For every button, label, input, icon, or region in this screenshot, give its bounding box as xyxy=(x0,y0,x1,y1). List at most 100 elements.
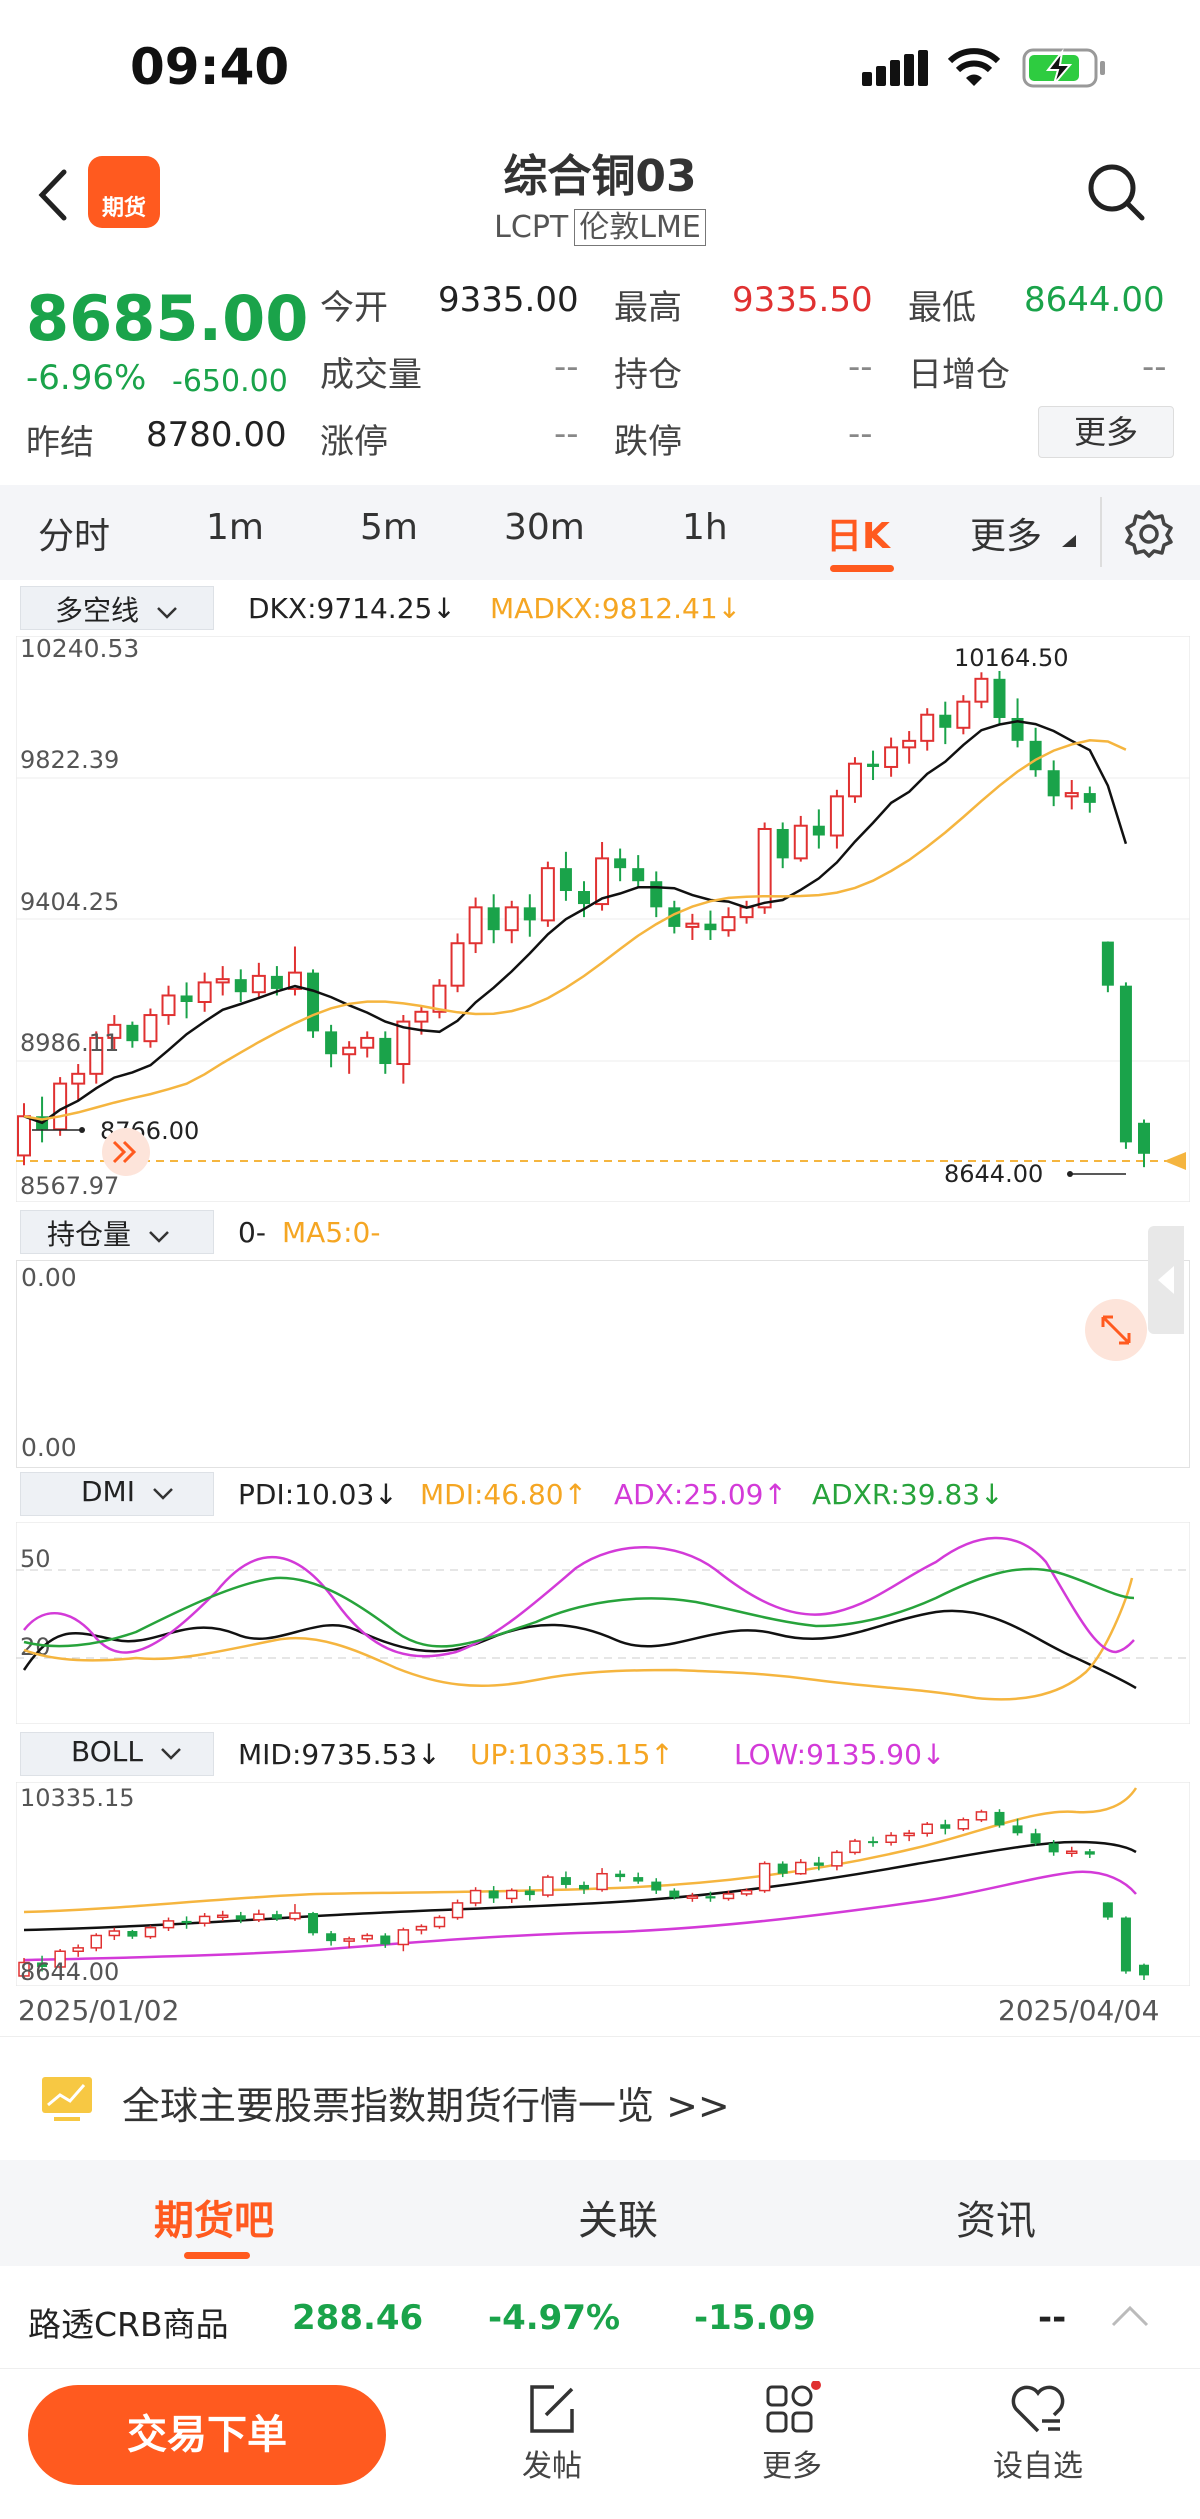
y-label-0: 10240.53 xyxy=(20,636,139,663)
candle-body xyxy=(595,857,610,906)
last-price: 8685.00 xyxy=(26,282,309,355)
back-icon[interactable] xyxy=(36,168,70,222)
watchlist-label: 设自选 xyxy=(993,2449,1083,2484)
boll-candle-body xyxy=(596,1872,608,1891)
section-tab-forum[interactable]: 期货吧 xyxy=(154,2198,274,2244)
main-indicator-header: 多空线 DKX:9714.25↓ MADKX:9812.41↓ xyxy=(20,586,1190,632)
global-futures-banner[interactable]: 全球主要股票指数期货行情一览 >> xyxy=(0,2036,1200,2160)
candle-body xyxy=(847,762,862,798)
candle-body xyxy=(307,972,320,1032)
prev-close-value: 8780.00 xyxy=(146,415,287,455)
post-button[interactable]: 发帖 xyxy=(510,2381,594,2501)
add-watchlist-button[interactable]: 设自选 xyxy=(978,2381,1098,2501)
open-interest-label: 持仓 xyxy=(614,355,682,395)
dmi-adxr-line xyxy=(23,1567,1135,1648)
boll-candle-body xyxy=(18,1961,30,1977)
boll-candle-body xyxy=(975,1811,988,1821)
boll-candle-body xyxy=(831,1851,843,1867)
dkx-value: DKX:9714.25↓ xyxy=(248,592,456,625)
boll-candle-body xyxy=(633,1877,644,1882)
candle-body xyxy=(884,746,899,768)
candles-group xyxy=(17,670,1150,1168)
boll-indicator-select[interactable]: BOLL xyxy=(20,1732,214,1776)
y-label-4: 8567.97 xyxy=(20,1172,119,1200)
oi-indicator-name: 持仓量 xyxy=(47,1218,132,1251)
oi-chart: 0.00 0.00 xyxy=(16,1260,1190,1468)
candle-body xyxy=(632,868,645,882)
boll-candle-body xyxy=(722,1893,735,1900)
chart-board-icon xyxy=(42,2077,92,2121)
boll-candle-body xyxy=(777,1863,788,1874)
boll-candle-body xyxy=(524,1890,535,1896)
tab-5m[interactable]: 5m xyxy=(360,507,418,548)
oi-indicator-header: 持仓量 0- MA5:0- xyxy=(20,1210,1190,1256)
candlestick-chart[interactable]: 10240.53 9822.39 9404.25 8986.11 8567.97… xyxy=(16,636,1190,1202)
tab-1m[interactable]: 1m xyxy=(206,507,264,548)
candle-body xyxy=(578,891,590,905)
current-price-marker-icon xyxy=(1164,1152,1186,1170)
trade-order-button[interactable]: 交易下单 xyxy=(28,2385,386,2485)
candle-body xyxy=(1101,941,1114,986)
candle-body xyxy=(1047,770,1060,797)
boll-candle-body xyxy=(488,1890,499,1899)
change-percent: -6.96% xyxy=(26,358,147,398)
boll-candle-body xyxy=(54,1950,66,1968)
tab-intraday[interactable]: 分时 xyxy=(38,516,111,557)
main-indicator-select[interactable]: 多空线 xyxy=(20,586,214,630)
candle-body xyxy=(721,916,736,932)
low-marker-dot-left xyxy=(79,1127,85,1133)
candle-body xyxy=(974,677,989,703)
chevron-up-icon[interactable] xyxy=(1110,2304,1150,2328)
volume-value: -- xyxy=(554,347,579,387)
boll-candle-body xyxy=(308,1913,319,1934)
tab-1h[interactable]: 1h xyxy=(682,507,728,548)
tab-30m[interactable]: 30m xyxy=(504,507,585,548)
quote-more-button[interactable]: 更多 xyxy=(1038,406,1174,458)
date-end: 2025/04/04 xyxy=(998,1994,1160,2027)
candle-body xyxy=(342,1046,357,1056)
settings-gear-icon[interactable] xyxy=(1124,509,1174,559)
section-tab-news[interactable]: 资讯 xyxy=(956,2198,1036,2244)
candle-body xyxy=(414,1010,429,1023)
boll-mid: MID:9735.53↓ xyxy=(238,1738,441,1771)
date-start: 2025/01/02 xyxy=(18,1994,180,2027)
boll-candle-body xyxy=(343,1938,355,1942)
chevron-down-icon xyxy=(157,607,177,619)
boll-candle-body xyxy=(1030,1833,1041,1844)
candle-body xyxy=(143,1014,158,1043)
dmi-indicator-select[interactable]: DMI xyxy=(20,1472,214,1516)
limit-down-label: 跌停 xyxy=(614,422,682,462)
candle-body xyxy=(939,714,952,728)
low-marker-dot-right xyxy=(1067,1171,1073,1177)
more-apps-button[interactable]: 更多 xyxy=(750,2380,834,2501)
boll-candle-body xyxy=(740,1889,753,1895)
related-ticker-row[interactable]: 路透CRB商品 288.46 -4.97% -15.09 -- xyxy=(0,2270,1200,2366)
candle-body xyxy=(867,763,880,767)
boll-chart: 10335.15 8644.00 xyxy=(16,1782,1190,1986)
candle-body xyxy=(432,984,447,1013)
side-drawer-handle[interactable] xyxy=(1148,1226,1184,1334)
tab-daily[interactable]: 日K xyxy=(826,516,890,557)
post-label: 发帖 xyxy=(522,2449,582,2484)
tab-more[interactable]: 更多 xyxy=(970,516,1043,557)
boll-candle-body xyxy=(361,1934,373,1940)
section-tab-related[interactable]: 关联 xyxy=(578,2198,658,2244)
prev-close-label: 昨结 xyxy=(26,423,94,463)
oi-indicator-select[interactable]: 持仓量 xyxy=(20,1210,214,1254)
boll-candle-body xyxy=(813,1862,824,1866)
boll-candle-body xyxy=(415,1925,428,1931)
candle-body xyxy=(1138,1122,1150,1154)
search-icon[interactable] xyxy=(1086,162,1146,224)
fullscreen-button[interactable] xyxy=(1085,1299,1147,1361)
y-label-3: 8986.11 xyxy=(20,1029,119,1057)
open-interest-value: -- xyxy=(848,347,873,387)
candle-body xyxy=(180,995,193,1002)
boll-candle-body xyxy=(758,1862,771,1892)
boll-candle-body xyxy=(216,1914,229,1919)
candle-body xyxy=(126,1024,139,1042)
boll-candle-body xyxy=(253,1913,265,1921)
dkx-line xyxy=(23,720,1128,1125)
section-tab-indicator xyxy=(184,2252,250,2259)
boll-y-bottom: 8644.00 xyxy=(20,1958,119,1986)
candle-body xyxy=(1011,717,1024,741)
